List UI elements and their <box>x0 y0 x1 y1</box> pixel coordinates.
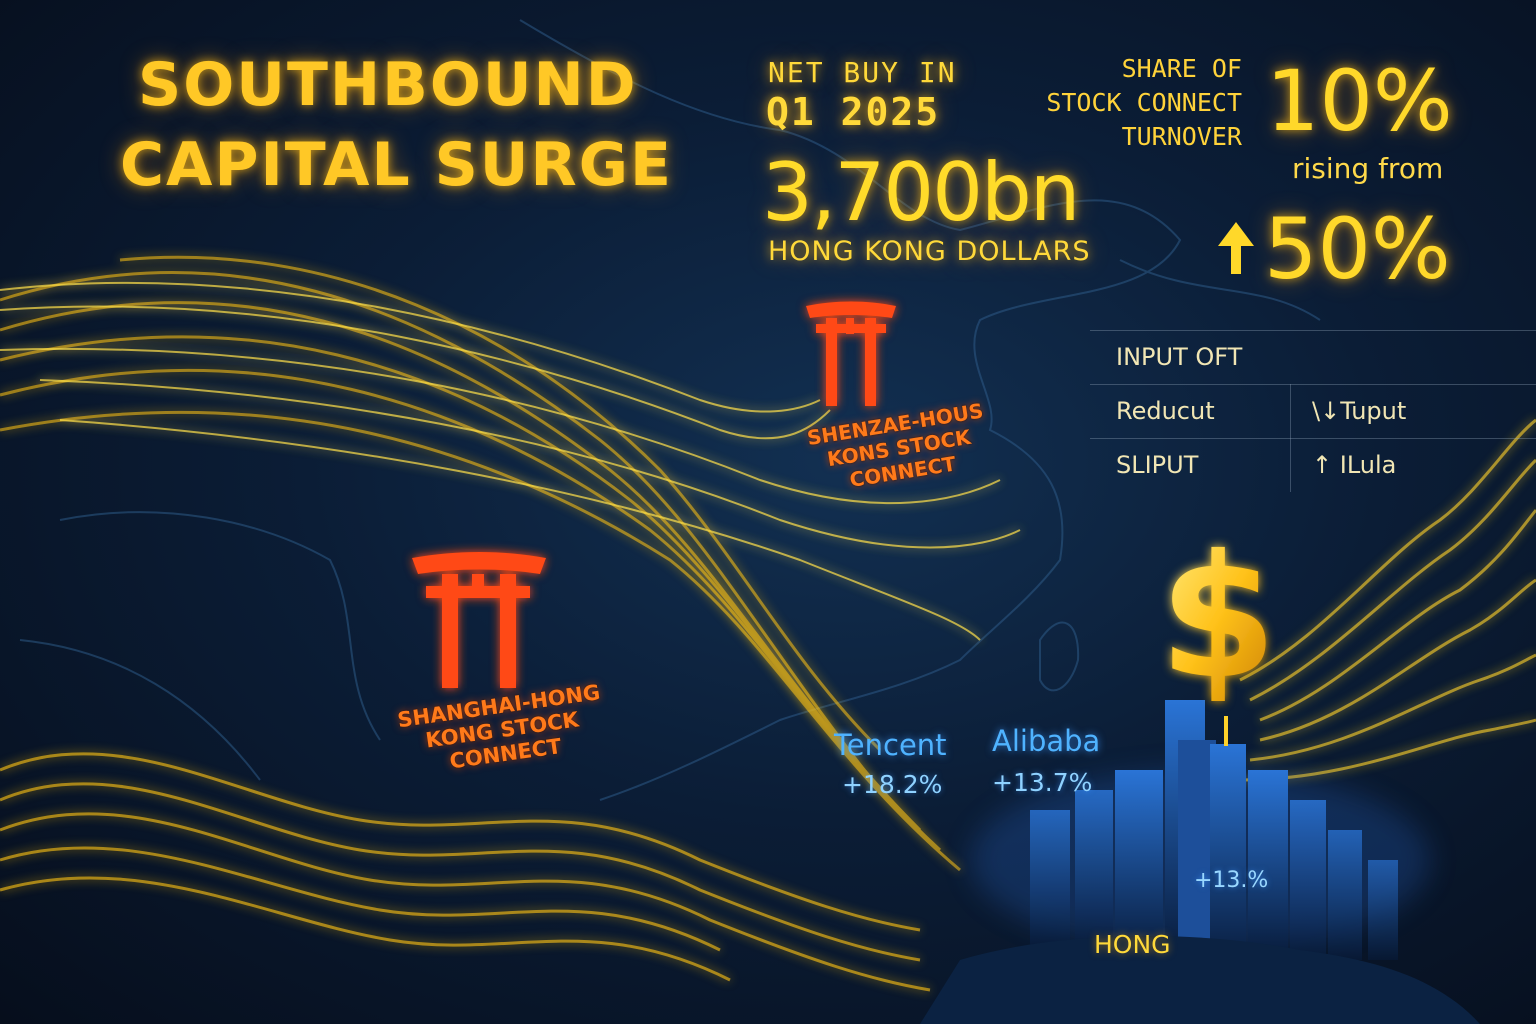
stock-change-tencent: +18.2% <box>842 770 943 799</box>
table-cell-label: SLIPUT <box>1116 451 1199 479</box>
table-header-row: INPUT OFT <box>1090 330 1536 385</box>
share-label-line-3: TURNOVER <box>1121 122 1242 151</box>
capital-flow-streams <box>0 255 1536 992</box>
headline-line-1: SOUTHBOUND <box>138 50 638 120</box>
stock-change-alibaba: +13.7% <box>992 768 1093 797</box>
table-divider <box>1290 384 1291 492</box>
table-cell-value: \↓Tuput <box>1312 397 1407 425</box>
headline-line-2: CAPITAL SURGE <box>120 130 673 200</box>
rise-value: 50% <box>1264 200 1451 298</box>
net-buy-period: Q1 2025 <box>766 90 941 134</box>
svg-text:$: $ <box>1159 519 1277 717</box>
dollar-icon: $ <box>1159 519 1277 717</box>
share-label-line-2: STOCK CONNECT <box>1046 88 1242 117</box>
city-change: +13.% <box>1194 868 1269 893</box>
table-row: Reducut \↓Tuput <box>1090 384 1536 439</box>
share-label-line-1: SHARE OF <box>1121 54 1242 83</box>
net-buy-unit: HONG KONG DOLLARS <box>768 236 1091 267</box>
rising-from-label: rising from <box>1292 152 1444 185</box>
net-buy-label: NET BUY IN <box>768 56 957 89</box>
city-skyline <box>920 700 1480 1024</box>
map-outline <box>19 19 1321 801</box>
table-cell-value: ↑ ILula <box>1312 451 1397 479</box>
table-header: INPUT OFT <box>1116 343 1243 371</box>
table-cell-label: Reducut <box>1116 397 1215 425</box>
torii-gate-icon <box>806 301 896 406</box>
city-label: HONG <box>1094 930 1171 959</box>
table-row: SLIPUT ↑ ILula <box>1090 438 1536 493</box>
flow-table: INPUT OFT Reducut \↓Tuput SLIPUT ↑ ILula <box>1090 330 1536 492</box>
stock-name-alibaba: Alibaba <box>992 724 1101 758</box>
share-value: 10% <box>1266 52 1453 150</box>
stock-name-tencent: Tencent <box>834 728 947 762</box>
up-arrow-icon <box>1218 222 1254 274</box>
net-buy-value: 3,700bn <box>762 146 1081 239</box>
torii-gate-icon <box>412 552 546 688</box>
